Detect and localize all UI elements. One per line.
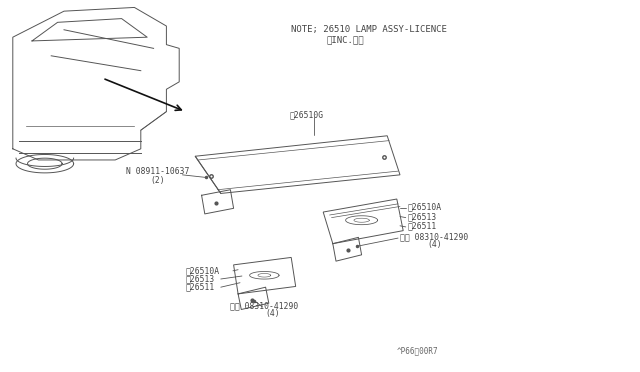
Text: ※26510A: ※26510A [408, 203, 442, 212]
Text: NOTE; 26510 LAMP ASSY-LICENCE: NOTE; 26510 LAMP ASSY-LICENCE [291, 25, 447, 34]
Text: ※26513: ※26513 [186, 275, 215, 283]
Text: ※26511: ※26511 [186, 283, 215, 292]
Text: (4): (4) [266, 309, 280, 318]
Text: N 08911-10637: N 08911-10637 [126, 167, 189, 176]
Text: ※Ⓢ 08310-41290: ※Ⓢ 08310-41290 [400, 232, 468, 241]
Text: ※Ⓢ 08310-41290: ※Ⓢ 08310-41290 [230, 301, 299, 310]
Text: ※26513: ※26513 [408, 212, 437, 221]
Text: (2): (2) [150, 176, 165, 185]
Text: ※26511: ※26511 [408, 221, 437, 230]
Text: ※26510G: ※26510G [289, 111, 323, 120]
Text: ※26510A: ※26510A [186, 266, 220, 275]
Text: (4): (4) [428, 240, 442, 249]
Text: ^P66※00R7: ^P66※00R7 [397, 346, 438, 355]
Text: 〈INC.※〉: 〈INC.※〉 [326, 35, 364, 44]
